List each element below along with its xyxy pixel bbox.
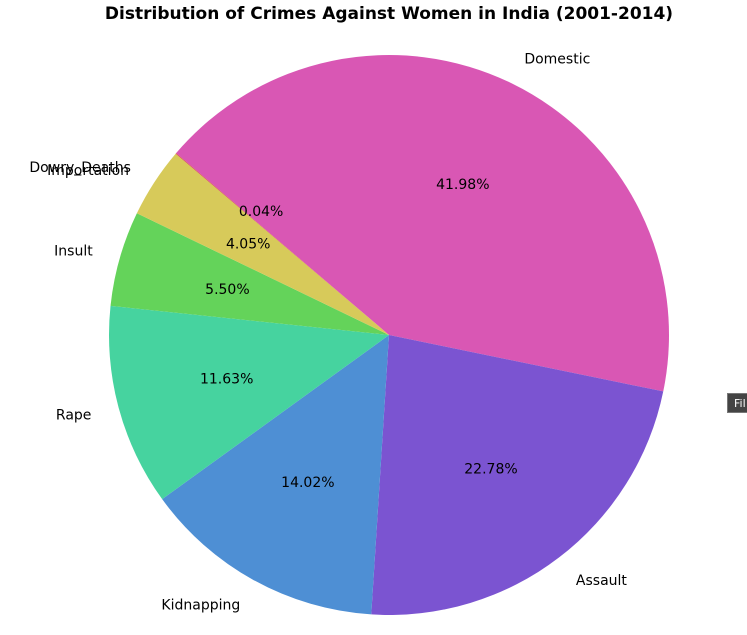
pie-slices bbox=[109, 54, 669, 616]
pie-slice-rape bbox=[109, 305, 390, 500]
slice-percent-insult: 5.50% bbox=[205, 282, 249, 298]
slice-percent-dowry-deaths: 4.05% bbox=[226, 236, 270, 252]
slice-percent-importation: 0.04% bbox=[239, 204, 283, 220]
slice-label-domestic: Domestic bbox=[524, 51, 590, 67]
slice-percent-domestic: 41.98% bbox=[436, 177, 489, 193]
slice-label-dowry-deaths: Dowry_Deaths bbox=[29, 160, 130, 176]
slice-percent-rape: 11.63% bbox=[200, 371, 253, 387]
file-tooltip: Fil bbox=[727, 393, 747, 413]
chart-title: Distribution of Crimes Against Women in … bbox=[105, 4, 673, 24]
pie-slice-dowry-deaths bbox=[136, 153, 389, 335]
slice-label-importation: Importation bbox=[47, 163, 129, 179]
pie-slice-kidnapping bbox=[162, 335, 389, 615]
pie-slice-importation bbox=[175, 153, 389, 335]
slice-label-assault: Assault bbox=[576, 573, 628, 589]
pie-slice-assault bbox=[371, 335, 664, 616]
pie-slice-insult bbox=[110, 213, 389, 335]
slice-label-kidnapping: Kidnapping bbox=[161, 598, 240, 614]
slice-label-insult: Insult bbox=[54, 244, 93, 260]
slice-label-rape: Rape bbox=[56, 407, 92, 423]
pie-slice-domestic bbox=[176, 54, 669, 392]
slice-percent-kidnapping: 14.02% bbox=[281, 475, 334, 491]
slice-percent-assault: 22.78% bbox=[464, 462, 517, 478]
pie-labels: Domestic 41.98% Assault 22.78% Kidnapping 14.… bbox=[29, 51, 627, 613]
